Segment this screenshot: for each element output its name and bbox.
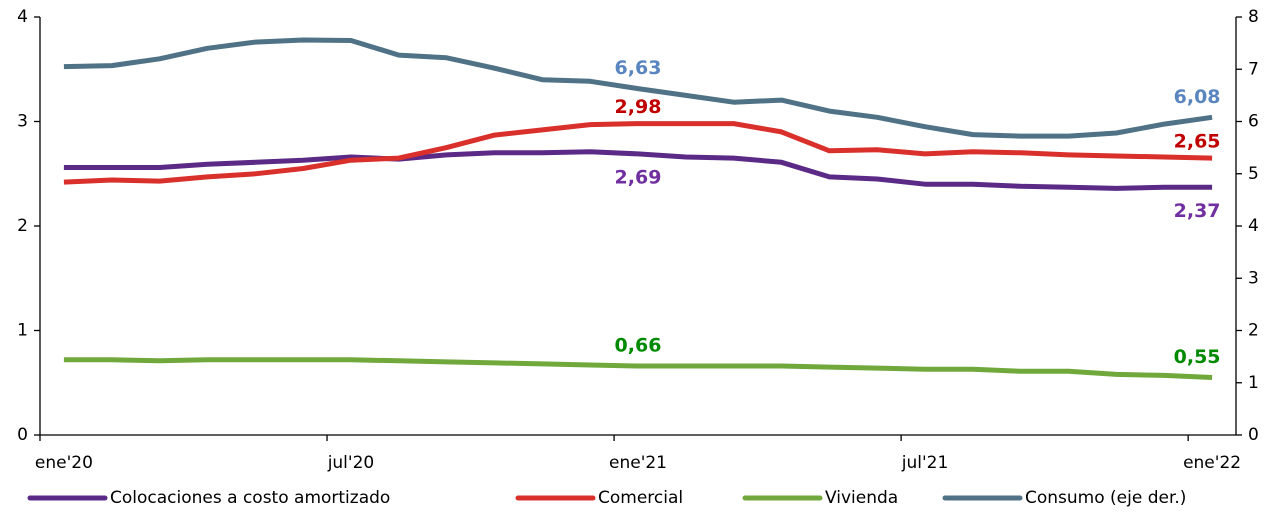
- y-tick-label: 0: [17, 425, 28, 445]
- series-line: [63, 149, 1213, 191]
- data-label: 2,98: [615, 96, 662, 118]
- x-tick-label: ene'22: [1183, 453, 1241, 473]
- series-line: [63, 37, 1213, 139]
- data-label: 2,37: [1174, 200, 1221, 222]
- data-label: 6,63: [615, 57, 662, 79]
- y2-tick-label: 0: [1248, 425, 1259, 445]
- x-tick-label: ene'21: [609, 453, 667, 473]
- x-tick-label: jul'20: [327, 453, 375, 473]
- series-line: [63, 121, 1213, 185]
- y2-tick-label: 1: [1248, 373, 1259, 393]
- y2-tick-label: 2: [1248, 321, 1259, 341]
- data-label: 2,65: [1174, 131, 1221, 153]
- data-label: 0,66: [615, 335, 662, 357]
- y-tick-label: 3: [17, 112, 28, 132]
- y-tick-label: 4: [17, 7, 28, 27]
- x-tick-label: jul'21: [901, 453, 949, 473]
- series-line: [63, 357, 1213, 380]
- data-label: 2,69: [615, 166, 662, 188]
- y-tick-label: 2: [17, 216, 28, 236]
- data-label: 0,55: [1174, 346, 1221, 368]
- y2-tick-label: 4: [1248, 216, 1259, 236]
- legend-label: Vivienda: [825, 488, 898, 508]
- legend-label: Colocaciones a costo amortizado: [110, 488, 390, 508]
- x-tick-label: ene'20: [35, 453, 93, 473]
- legend-label: Comercial: [598, 488, 683, 508]
- y2-tick-label: 5: [1248, 164, 1259, 184]
- y2-tick-label: 6: [1248, 112, 1259, 132]
- y2-tick-label: 8: [1248, 7, 1259, 27]
- legend-label: Consumo (eje der.): [1025, 488, 1186, 508]
- y2-tick-label: 7: [1248, 59, 1259, 79]
- data-label: 6,08: [1174, 86, 1221, 108]
- y-tick-label: 1: [17, 321, 28, 341]
- y2-tick-label: 3: [1248, 268, 1259, 288]
